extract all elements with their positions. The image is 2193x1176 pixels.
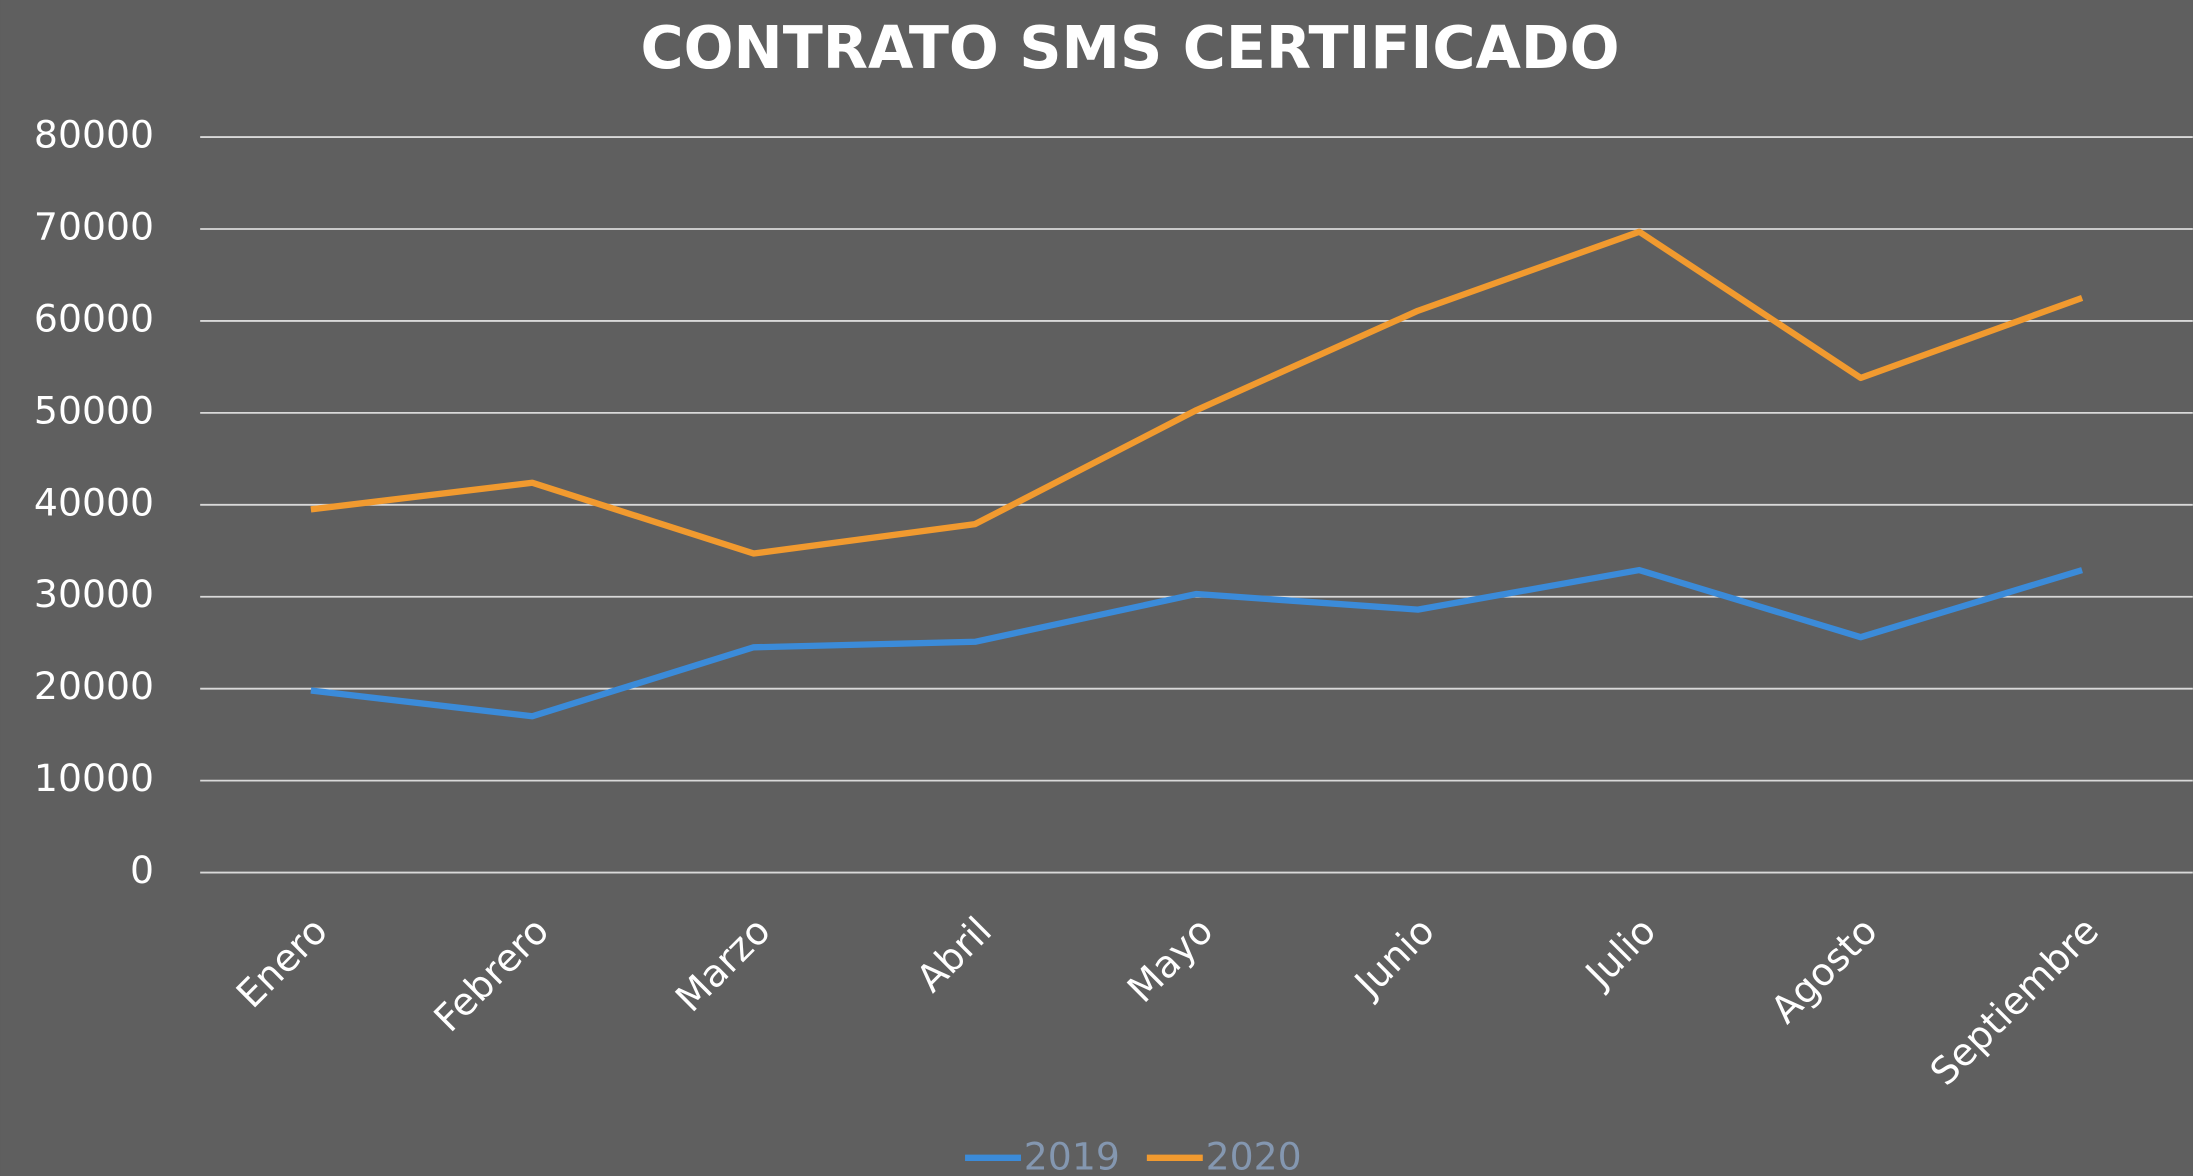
y-tick-label: 40000 [34,480,154,524]
y-tick-label: 60000 [34,296,154,340]
legend-label: 2019 [1024,1135,1120,1176]
y-tick-label: 30000 [34,572,154,616]
series-line [310,228,2084,557]
series-line [310,566,2084,720]
y-tick-label: 70000 [34,204,154,248]
y-tick-label: 20000 [34,664,154,708]
chart-title: CONTRATO SMS CERTIFICADO [641,13,1620,82]
y-tick-label: 50000 [34,388,154,432]
y-tick-label: 10000 [34,756,154,800]
y-tick-label: 0 [130,848,154,892]
legend-label: 2020 [1206,1135,1302,1176]
y-tick-label: 80000 [34,113,154,157]
